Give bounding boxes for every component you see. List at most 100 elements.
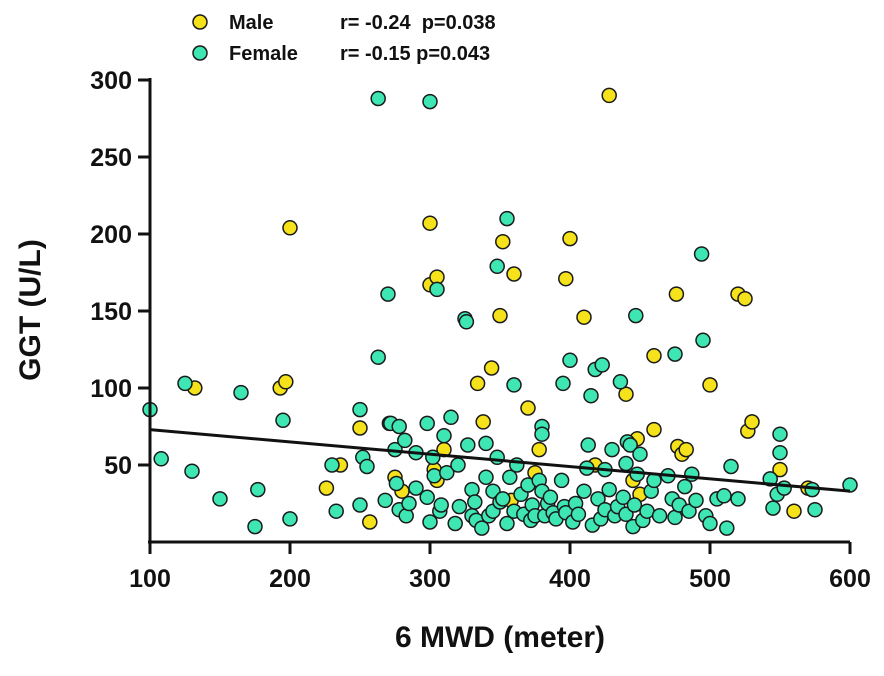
x-tick-label: 600 bbox=[829, 565, 871, 593]
point-female bbox=[502, 469, 518, 486]
x-axis-title: 6 MWD (meter) bbox=[395, 621, 605, 654]
point-female bbox=[388, 475, 405, 492]
point-female bbox=[370, 349, 386, 365]
point-female bbox=[702, 515, 718, 532]
point-female bbox=[419, 489, 435, 506]
point-female bbox=[580, 437, 596, 453]
point-female bbox=[622, 437, 638, 453]
point-female bbox=[474, 520, 490, 536]
point-female bbox=[842, 477, 858, 493]
point-female bbox=[583, 387, 599, 404]
point-female bbox=[695, 332, 711, 349]
point-male bbox=[495, 233, 511, 250]
point-female bbox=[499, 210, 515, 227]
point-female bbox=[450, 457, 466, 473]
x-tick-label: 300 bbox=[409, 565, 451, 593]
point-female bbox=[380, 286, 396, 302]
point-female bbox=[730, 491, 746, 507]
point-female bbox=[447, 515, 463, 532]
point-female bbox=[594, 357, 610, 373]
point-male bbox=[618, 386, 634, 402]
point-female bbox=[534, 426, 550, 442]
point-male bbox=[737, 290, 753, 307]
point-female bbox=[443, 409, 459, 426]
point-female bbox=[601, 481, 617, 498]
legend-stats-male: r= -0.24 p=0.038 bbox=[340, 12, 496, 34]
point-female bbox=[250, 481, 266, 498]
point-female bbox=[377, 492, 393, 509]
point-female bbox=[177, 375, 193, 392]
point-female bbox=[397, 432, 413, 449]
trend-line bbox=[149, 428, 851, 493]
legend-marker-female bbox=[192, 45, 208, 61]
point-male bbox=[562, 230, 578, 247]
ticks: 100 200 300 400 500 600 50 100 150 200 250 300 bbox=[90, 67, 871, 593]
point-female bbox=[506, 377, 522, 393]
point-male bbox=[469, 375, 486, 392]
point-female bbox=[478, 469, 494, 486]
x-tick-label: 100 bbox=[129, 565, 171, 593]
point-male bbox=[318, 480, 335, 496]
point-female bbox=[626, 497, 643, 513]
point-female bbox=[570, 506, 587, 523]
point-male bbox=[422, 215, 438, 231]
point-female bbox=[451, 498, 468, 515]
y-tick-label: 200 bbox=[90, 221, 132, 249]
point-male bbox=[475, 414, 491, 430]
point-female bbox=[723, 458, 739, 475]
point-female bbox=[439, 464, 455, 481]
y-tick-label: 300 bbox=[90, 67, 132, 95]
point-female bbox=[612, 374, 629, 390]
point-male bbox=[282, 220, 298, 236]
point-male bbox=[772, 461, 788, 478]
point-female bbox=[489, 258, 505, 275]
point-female bbox=[370, 90, 386, 107]
point-female bbox=[401, 495, 417, 512]
legend-label-female: Female bbox=[229, 43, 298, 65]
point-female bbox=[419, 415, 435, 432]
point-female bbox=[359, 458, 375, 475]
point-male bbox=[352, 420, 368, 436]
x-tick-label: 400 bbox=[549, 565, 591, 593]
point-female bbox=[765, 500, 781, 516]
point-male bbox=[520, 400, 536, 416]
point-female bbox=[436, 427, 452, 444]
x-tick-label: 200 bbox=[269, 565, 311, 593]
point-male bbox=[492, 307, 508, 324]
point-female bbox=[590, 491, 606, 507]
point-female bbox=[716, 488, 732, 504]
point-female bbox=[677, 478, 693, 495]
point-female bbox=[391, 418, 407, 435]
point-male bbox=[576, 309, 592, 325]
point-female bbox=[153, 451, 169, 467]
point-female bbox=[628, 307, 644, 324]
point-female bbox=[499, 515, 515, 532]
point-male bbox=[558, 270, 574, 287]
point-female bbox=[275, 412, 291, 429]
point-female bbox=[553, 472, 570, 489]
point-female bbox=[772, 444, 788, 461]
y-axis-title: GGT (U/L) bbox=[14, 239, 47, 381]
point-female bbox=[464, 481, 480, 498]
x-tick-label: 500 bbox=[689, 565, 731, 593]
point-female bbox=[555, 375, 571, 392]
point-female bbox=[328, 503, 344, 519]
point-female bbox=[247, 518, 263, 535]
point-female bbox=[426, 468, 442, 484]
point-female bbox=[324, 457, 340, 473]
point-male bbox=[483, 360, 500, 376]
point-female bbox=[495, 491, 511, 507]
point-female bbox=[776, 480, 792, 496]
point-female bbox=[352, 401, 368, 418]
point-female bbox=[618, 455, 634, 472]
point-female bbox=[719, 520, 735, 536]
y-tick-label: 50 bbox=[104, 452, 132, 480]
data-points bbox=[142, 87, 858, 536]
point-female bbox=[352, 497, 368, 513]
point-female bbox=[460, 437, 476, 453]
point-female bbox=[422, 93, 438, 110]
legend-marker-male bbox=[192, 14, 208, 30]
point-female bbox=[693, 246, 710, 262]
point-female bbox=[542, 489, 559, 506]
